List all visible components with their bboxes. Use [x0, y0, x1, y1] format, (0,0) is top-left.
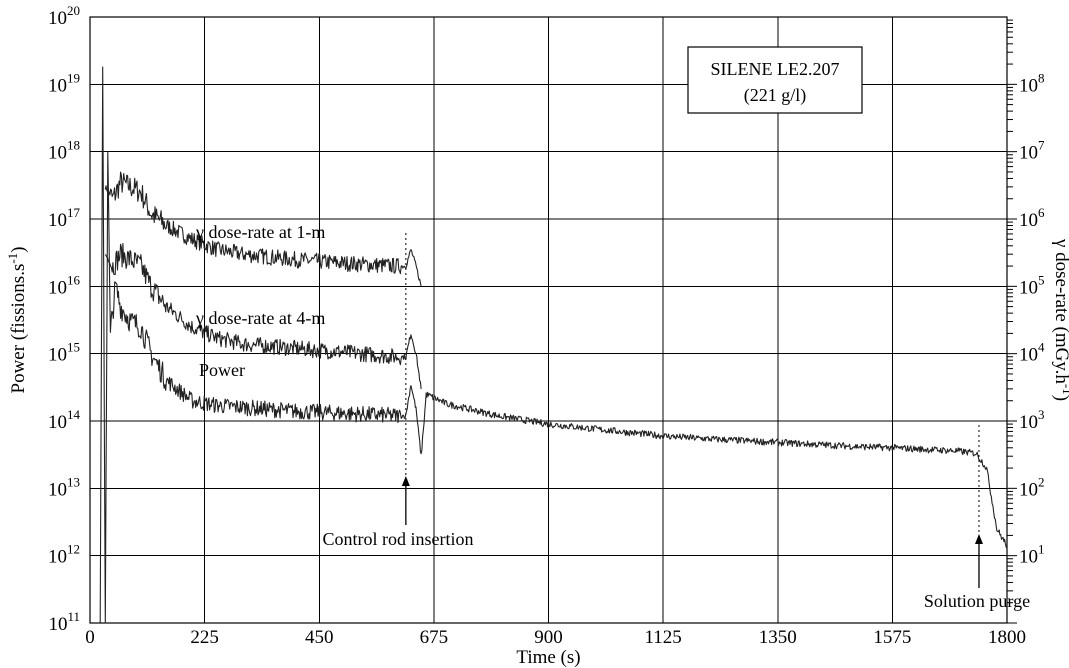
x-tick-label: 450: [305, 627, 334, 648]
y-left-axis-ticks: 1011 1012 1013 1014 1015 1016 1017 1018 1019 1020: [48, 3, 81, 635]
y-left-tick-label: 1015: [48, 340, 80, 366]
event-arrow-head: [974, 534, 983, 544]
series-line-1: [104, 242, 422, 389]
x-tick-label: 1125: [644, 627, 681, 648]
y-right-axis-ticks: 101 102 103 104 105 106 107 108: [1007, 19, 1045, 624]
y-left-tick-label: 1012: [48, 542, 80, 568]
series-label: γ dose-rate at 4-m: [195, 308, 325, 328]
y-left-tick-label: 1013: [48, 474, 80, 500]
y-right-tick-label: 104: [1019, 340, 1045, 366]
y-right-tick-label: 107: [1019, 138, 1045, 164]
x-tick-label: 900: [534, 627, 563, 648]
experiment-info-box: SILENE LE2.207 (221 g/l): [687, 46, 863, 114]
x-tick-label: 0: [85, 627, 95, 648]
series: [99, 66, 1008, 624]
x-axis-ticks: 0 225 450 675 900 1125 1350 1575 1800: [85, 627, 1026, 648]
event-label: Solution purge: [924, 591, 1030, 611]
y-left-tick-label: 1014: [48, 407, 81, 433]
x-tick-label: 1350: [759, 627, 797, 648]
x-tick-label: 675: [420, 627, 449, 648]
y-right-tick-label: 106: [1019, 205, 1045, 231]
event-arrow-head: [401, 476, 410, 486]
series-label: Power: [199, 360, 245, 380]
y-left-tick-label: 1017: [48, 205, 81, 231]
info-box-line1: SILENE LE2.207: [711, 59, 840, 79]
event-label: Control rod insertion: [323, 529, 474, 549]
x-axis-label: Time (s): [516, 647, 580, 668]
y-left-tick-label: 1011: [48, 609, 80, 635]
series-line-0: [104, 171, 422, 287]
y-right-axis-label: γ dose-rate (mGy.h-1): [1051, 238, 1069, 401]
x-tick-label: 225: [190, 627, 219, 648]
y-right-tick-label: 102: [1019, 474, 1045, 500]
annotations: γ dose-rate at 1-m γ dose-rate at 4-m Powe…: [195, 222, 1030, 611]
y-right-tick-label: 103: [1019, 407, 1045, 433]
info-box-frame: [687, 46, 863, 114]
y-right-tick-label: 101: [1019, 542, 1045, 568]
info-box-line2: (221 g/l): [744, 85, 807, 106]
y-right-tick-label: 108: [1019, 70, 1045, 96]
x-tick-label: 1800: [988, 627, 1026, 648]
grid: [89, 17, 1008, 623]
x-tick-label: 1575: [873, 627, 911, 648]
y-left-tick-label: 1018: [48, 138, 80, 164]
series-line-2: [99, 66, 1008, 624]
series-label: γ dose-rate at 1-m: [195, 222, 325, 242]
plot-frame: [89, 16, 1008, 624]
y-left-tick-label: 1019: [48, 70, 80, 96]
y-left-tick-label: 1016: [48, 272, 81, 298]
y-left-tick-label: 1020: [48, 3, 80, 29]
y-left-axis-label: Power (fissions.s-1): [5, 246, 29, 393]
y-right-tick-label: 105: [1019, 272, 1045, 298]
